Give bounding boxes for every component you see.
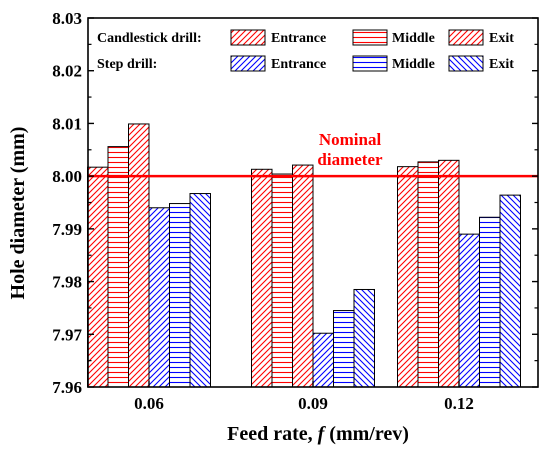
legend-label-red-entrance: Entrance [271, 31, 326, 46]
bar-blue-entrance-0.06 [148, 207, 170, 388]
legend-group-label-red: Candlestick drill: [97, 31, 202, 46]
legend-label-blue-entrance: Entrance [271, 57, 326, 72]
bar-blue-entrance-0.09 [312, 332, 334, 388]
y-tick-label: 8.01 [52, 114, 82, 133]
y-tick-label: 7.97 [52, 325, 82, 344]
legend-swatch-red-middle [352, 29, 388, 46]
legend-label-red-exit: Exit [489, 31, 514, 46]
bar-red-middle-0.12 [417, 161, 439, 388]
y-tick-label: 8.03 [52, 9, 82, 28]
x-tick-label-0.12: 0.12 [444, 394, 474, 413]
x-tick-label-0.06: 0.06 [134, 394, 164, 413]
bar-red-middle-0.06 [107, 146, 129, 388]
bar-red-exit-0.09 [292, 164, 314, 388]
legend-swatch-blue-entrance [230, 55, 266, 72]
x-tick-label-0.09: 0.09 [298, 394, 328, 413]
y-tick-label: 7.98 [52, 273, 82, 292]
nominal-label-line2: diameter [317, 150, 383, 169]
bar-red-middle-0.09 [271, 173, 293, 388]
legend-label-blue-exit: Exit [489, 57, 514, 72]
bar-blue-exit-0.12 [499, 194, 521, 388]
legend-swatch-red-entrance [230, 29, 266, 46]
x-axis-label-var: f [318, 423, 327, 445]
legend: Candlestick drill: Step drill: Entrance Mid… [97, 29, 514, 72]
legend-swatch-blue-middle [352, 55, 388, 72]
bar-red-entrance-0.06 [87, 166, 109, 388]
bar-red-exit-0.06 [128, 123, 150, 388]
y-tick-label: 7.99 [52, 220, 82, 239]
y-tick-label: 8.02 [52, 62, 82, 81]
bar-blue-middle-0.09 [333, 310, 355, 388]
legend-swatch-red-exit [448, 29, 484, 46]
y-tick-label: 7.96 [52, 378, 82, 397]
y-tick-label: 8.00 [52, 167, 82, 186]
bar-blue-middle-0.12 [479, 216, 501, 388]
legend-group-label-blue: Step drill: [97, 57, 157, 72]
legend-label-blue-middle: Middle [392, 57, 435, 72]
x-axis-label-suffix: (mm/rev) [324, 423, 409, 445]
bar-red-entrance-0.12 [397, 166, 419, 388]
y-axis-label: Hole diameter (mm) [7, 127, 29, 300]
bar-blue-exit-0.09 [353, 288, 375, 388]
bar-red-entrance-0.09 [251, 168, 273, 388]
bar-blue-exit-0.06 [189, 193, 211, 388]
x-axis-label-prefix: Feed rate, [227, 423, 318, 445]
legend-swatch-blue-exit [448, 55, 484, 72]
axes-layer: 7.96 7.97 7.98 7.99 8.00 8.01 8.02 8.03 0.06 0.09… [52, 9, 539, 413]
bar-blue-entrance-0.12 [458, 233, 480, 388]
bars-layer [87, 123, 521, 388]
x-axis-label: Feed rate, f (mm/rev) [227, 423, 409, 445]
legend-label-red-middle: Middle [392, 31, 435, 46]
bar-red-exit-0.12 [438, 159, 460, 388]
nominal-label-line1: Nominal [319, 130, 382, 149]
bar-blue-middle-0.06 [169, 203, 191, 388]
